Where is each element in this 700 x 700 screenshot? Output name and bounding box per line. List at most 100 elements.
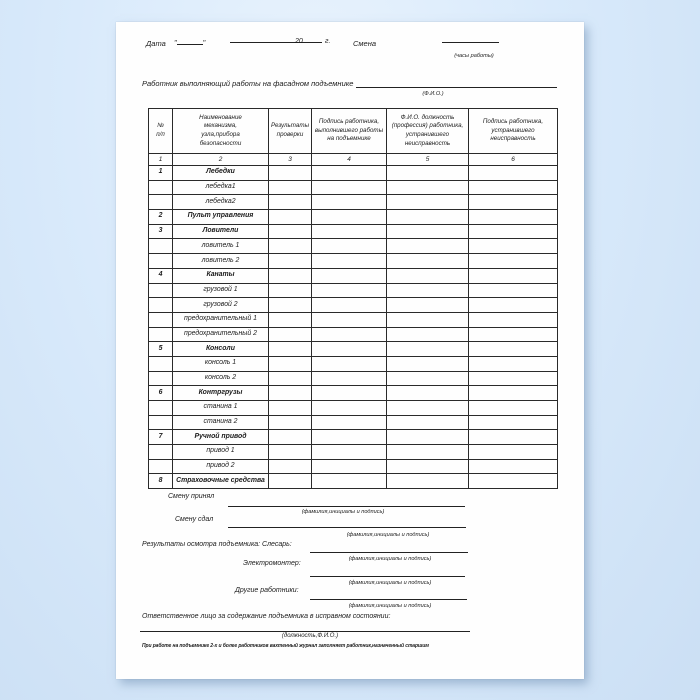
column-number-row: 1 2 3 4 5 6 <box>148 153 558 166</box>
table-row-sub: лебедка2 <box>148 194 558 211</box>
empty-entry-cell <box>386 355 469 372</box>
empty-entry-cell <box>268 341 312 357</box>
empty-entry-cell <box>268 297 312 313</box>
header-fixer-signature: Подпись работника, устранившего неисправ… <box>468 108 558 154</box>
footnote: При работе на подъемнике 2-х и более раб… <box>142 643 429 649</box>
empty-entry-cell <box>468 400 558 416</box>
row-number-cell <box>148 370 173 387</box>
empty-entry-cell <box>311 253 387 269</box>
row-name-cell: станина 2 <box>172 414 269 431</box>
table-row-sub: грузовой 2 <box>148 297 558 313</box>
electrician-label: Электромонтер: <box>243 560 301 567</box>
empty-entry-cell <box>468 429 558 446</box>
empty-entry-cell <box>386 253 469 269</box>
empty-entry-cell <box>386 473 469 490</box>
table-row-sub: консоль 1 <box>148 355 558 372</box>
shift-handed-label: Смену сдал <box>175 516 214 523</box>
row-number-cell <box>148 414 173 431</box>
header-mechanism: Наименование механизма, узла,прибора без… <box>172 108 269 154</box>
col-number: 1 <box>148 153 173 166</box>
empty-entry-cell <box>468 209 558 225</box>
date-month-fill-line <box>230 34 322 43</box>
empty-entry-cell <box>386 179 469 196</box>
responsible-person-label: Ответственное лицо за содержание подъемн… <box>142 613 391 620</box>
row-name-cell: привод 2 <box>172 458 269 475</box>
table-row-sub: грузовой 1 <box>148 282 558 299</box>
hours-note: (часы работы) <box>454 53 494 59</box>
empty-entry-cell <box>311 326 387 343</box>
row-name-cell: привод 1 <box>172 444 269 460</box>
empty-entry-cell <box>386 238 469 255</box>
row-name-cell: предохранительный 1 <box>172 311 269 328</box>
empty-entry-cell <box>311 194 387 211</box>
electrician-fill-line <box>310 568 465 577</box>
empty-entry-cell <box>268 473 312 490</box>
row-number-cell: 5 <box>148 341 173 357</box>
other-workers-note: (фамилия,инициалы и подпись) <box>348 603 432 609</box>
year-prefix: 20 <box>295 38 303 45</box>
table-row-group: 1 Лебедки <box>148 165 558 181</box>
form-page: Дата " " 20 г. Смена (часы работы) Работн… <box>116 22 584 679</box>
empty-entry-cell <box>468 267 558 284</box>
empty-entry-cell <box>386 444 469 460</box>
empty-entry-cell <box>268 238 312 255</box>
empty-entry-cell <box>311 209 387 225</box>
fio-note: (Ф.И.О.) <box>422 91 444 97</box>
row-name-cell: предохранительный 2 <box>172 326 269 343</box>
table-row-sub: лебедка1 <box>148 179 558 196</box>
empty-entry-cell <box>386 165 469 181</box>
date-day-blank: " " <box>174 38 206 47</box>
row-number-cell: 1 <box>148 165 173 181</box>
empty-entry-cell <box>311 267 387 284</box>
empty-entry-cell <box>268 355 312 372</box>
row-name-cell: Канаты <box>172 267 269 284</box>
empty-entry-cell <box>268 253 312 269</box>
empty-entry-cell <box>386 458 469 475</box>
empty-entry-cell <box>468 194 558 211</box>
responsible-person-fill-line <box>140 623 470 632</box>
shift-handed-note: (фамилия,инициалы и подпись) <box>346 532 430 538</box>
mechanic-inspection-label: Результаты осмотра подъемника: Слесарь: <box>142 541 292 548</box>
empty-entry-cell <box>386 341 469 357</box>
shift-accepted-note: (фамилия,инициалы и подпись) <box>301 509 385 515</box>
table-row-sub: ловитель 1 <box>148 238 558 255</box>
col-number: 3 <box>268 153 312 166</box>
shift-accepted-label: Смену принял <box>168 493 215 500</box>
empty-entry-cell <box>386 209 469 225</box>
empty-entry-cell <box>268 209 312 225</box>
row-name-cell: Консоли <box>172 341 269 357</box>
row-number-cell: 3 <box>148 223 173 240</box>
row-name-cell: грузовой 2 <box>172 297 269 313</box>
empty-entry-cell <box>268 179 312 196</box>
worker-line: Работник выполняющий работы на фасадном … <box>142 77 557 88</box>
row-name-cell: Лебедки <box>172 165 269 181</box>
empty-entry-cell <box>268 444 312 460</box>
row-name-cell: Контргрузы <box>172 385 269 401</box>
empty-entry-cell <box>386 385 469 401</box>
empty-entry-cell <box>311 223 387 240</box>
empty-entry-cell <box>311 444 387 460</box>
col-number: 5 <box>386 153 469 166</box>
empty-entry-cell <box>268 370 312 387</box>
empty-entry-cell <box>468 473 558 490</box>
empty-entry-cell <box>268 458 312 475</box>
empty-entry-cell <box>268 385 312 401</box>
row-number-cell <box>148 444 173 460</box>
table-row-sub: предохранительный 2 <box>148 326 558 343</box>
empty-entry-cell <box>268 311 312 328</box>
row-number-cell: 8 <box>148 473 173 490</box>
inspection-table: № п/п Наименование механизма, узла,прибо… <box>148 108 558 490</box>
table-row-sub: предохранительный 1 <box>148 311 558 328</box>
empty-entry-cell <box>268 400 312 416</box>
empty-entry-cell <box>311 165 387 181</box>
col-number: 6 <box>468 153 558 166</box>
empty-entry-cell <box>468 458 558 475</box>
empty-entry-cell <box>386 429 469 446</box>
date-label: Дата <box>146 39 166 48</box>
worker-label: Работник выполняющий работы на фасадном … <box>142 79 354 88</box>
empty-entry-cell <box>468 341 558 357</box>
empty-entry-cell <box>468 444 558 460</box>
row-name-cell: Ловители <box>172 223 269 240</box>
empty-entry-cell <box>468 223 558 240</box>
